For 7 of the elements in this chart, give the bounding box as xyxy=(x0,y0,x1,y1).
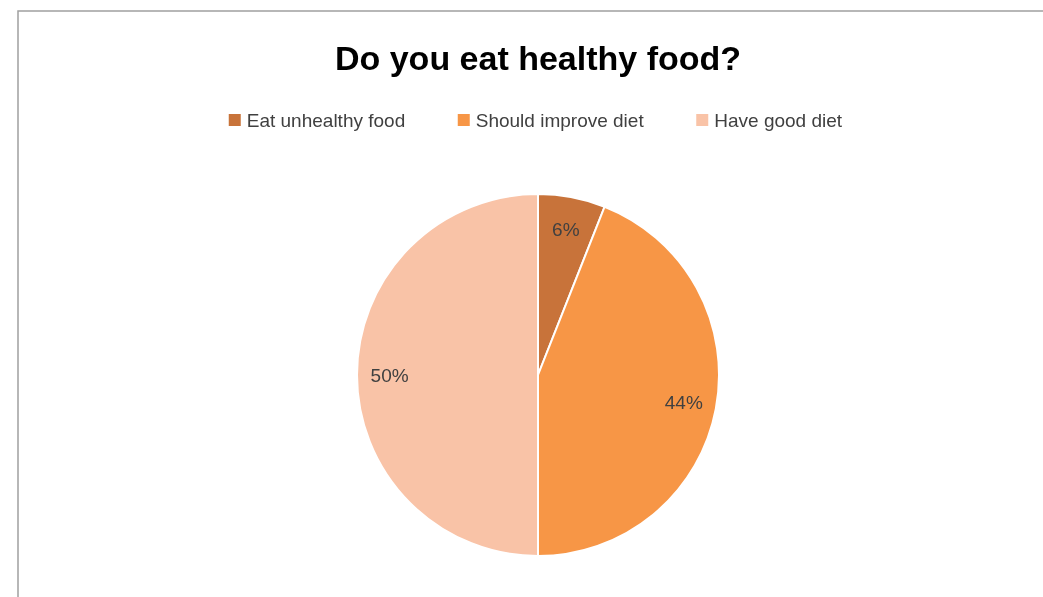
legend-label: Should improve diet xyxy=(475,109,645,131)
data-label: 44% xyxy=(664,392,703,414)
chart-title: Do you eat healthy food? xyxy=(334,39,742,77)
legend-label: Have good diet xyxy=(714,109,843,131)
data-label: 6% xyxy=(552,218,580,240)
data-label: 50% xyxy=(370,364,409,386)
legend-label: Eat unhealthy food xyxy=(246,109,406,131)
